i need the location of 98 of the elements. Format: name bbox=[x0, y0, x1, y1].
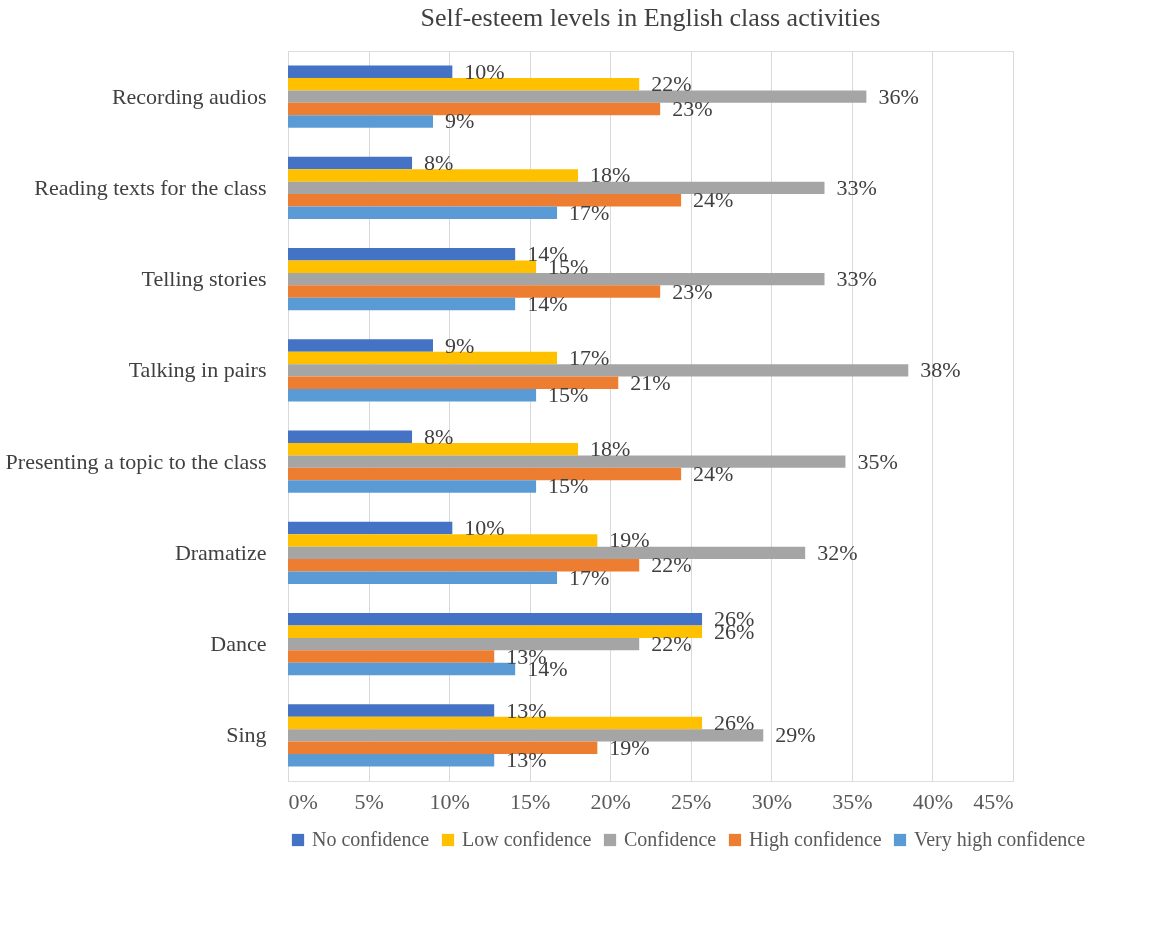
bar bbox=[288, 339, 433, 352]
data-label: 21% bbox=[630, 369, 671, 395]
x-tick-label: 0% bbox=[288, 788, 318, 814]
bar bbox=[288, 625, 703, 638]
bar bbox=[288, 194, 682, 207]
data-label: 24% bbox=[693, 187, 734, 213]
x-tick-label: 30% bbox=[751, 788, 792, 814]
data-label: 32% bbox=[817, 539, 858, 565]
bar bbox=[288, 206, 558, 219]
y-tick-label: Sing bbox=[226, 722, 267, 748]
y-tick-label: Recording audios bbox=[111, 83, 267, 109]
data-label: 23% bbox=[672, 96, 713, 122]
bar bbox=[288, 364, 909, 377]
bar bbox=[288, 78, 640, 91]
bar bbox=[288, 716, 703, 730]
data-label: 9% bbox=[445, 332, 475, 358]
bar bbox=[288, 662, 516, 676]
data-label: 26% bbox=[714, 709, 755, 735]
x-tick-label: 35% bbox=[832, 788, 873, 814]
x-tick-label: 15% bbox=[510, 788, 551, 814]
bar bbox=[288, 388, 537, 402]
data-label: 15% bbox=[548, 473, 589, 499]
legend-label: Low confidence bbox=[462, 828, 592, 850]
bar bbox=[288, 546, 806, 560]
bar bbox=[288, 351, 558, 365]
data-label: 33% bbox=[836, 266, 877, 292]
bar bbox=[288, 115, 433, 128]
bar bbox=[288, 65, 453, 79]
legend-label: High confidence bbox=[749, 828, 882, 851]
bar bbox=[288, 534, 598, 547]
data-label: 18% bbox=[590, 162, 631, 188]
data-label: 24% bbox=[693, 461, 734, 487]
bar bbox=[288, 169, 578, 182]
legend-label: Very high confidence bbox=[914, 828, 1086, 851]
data-label: 10% bbox=[464, 58, 505, 84]
bar bbox=[288, 260, 537, 273]
bar bbox=[288, 430, 413, 444]
bar bbox=[288, 613, 703, 626]
bar bbox=[288, 90, 867, 103]
y-tick-label: Dance bbox=[210, 631, 267, 657]
data-label: 9% bbox=[445, 108, 475, 134]
legend-label: No confidence bbox=[312, 828, 430, 850]
bar bbox=[288, 571, 558, 584]
data-label: 15% bbox=[548, 382, 589, 408]
data-label: 19% bbox=[609, 527, 650, 553]
bar bbox=[288, 650, 495, 663]
y-tick-label: Presenting a topic to the class bbox=[5, 448, 267, 474]
data-label: 23% bbox=[672, 278, 713, 304]
bar bbox=[288, 272, 825, 286]
y-tick-label: Talking in pairs bbox=[128, 357, 267, 383]
bar bbox=[288, 480, 537, 493]
data-label: 36% bbox=[878, 83, 919, 109]
bar bbox=[288, 741, 598, 754]
x-tick-label: 10% bbox=[429, 788, 470, 814]
data-label: 35% bbox=[857, 448, 898, 474]
bar bbox=[288, 156, 413, 170]
data-label: 33% bbox=[836, 174, 877, 200]
bar bbox=[288, 753, 495, 767]
bar bbox=[288, 248, 516, 261]
x-tick-label: 40% bbox=[912, 788, 954, 814]
data-label: 18% bbox=[590, 436, 631, 462]
y-tick-label: Dramatize bbox=[174, 539, 267, 565]
x-tick-label: 5% bbox=[354, 788, 384, 814]
data-label: 17% bbox=[569, 344, 610, 370]
bar bbox=[288, 467, 682, 481]
data-label: 17% bbox=[569, 199, 610, 225]
data-label: 22% bbox=[651, 552, 692, 578]
y-tick-label: Telling stories bbox=[141, 266, 267, 292]
data-label: 19% bbox=[609, 734, 650, 760]
bar bbox=[288, 285, 661, 298]
chart-title: Self-esteem levels in English class activities bbox=[420, 3, 881, 32]
bar bbox=[288, 443, 578, 456]
bar bbox=[288, 637, 640, 651]
bar bbox=[288, 181, 825, 195]
data-label: 8% bbox=[424, 423, 454, 449]
data-label: 17% bbox=[569, 564, 610, 590]
bar bbox=[288, 455, 846, 468]
data-label: 29% bbox=[775, 722, 816, 748]
data-label: 14% bbox=[527, 290, 568, 316]
legend-label: Confidence bbox=[624, 828, 717, 850]
bar bbox=[288, 102, 661, 116]
bar bbox=[288, 376, 619, 389]
bar bbox=[288, 704, 495, 717]
bar bbox=[288, 729, 764, 742]
data-label: 38% bbox=[920, 357, 961, 383]
y-tick-label: Reading texts for the class bbox=[34, 174, 267, 200]
bar bbox=[288, 297, 516, 311]
x-tick-label: 20% bbox=[590, 788, 631, 814]
bar bbox=[288, 559, 640, 572]
data-label: 10% bbox=[464, 515, 505, 541]
data-label: 8% bbox=[424, 150, 454, 176]
bar bbox=[288, 521, 453, 535]
x-tick-label: 45% bbox=[973, 788, 1014, 814]
data-label: 22% bbox=[651, 71, 692, 97]
x-tick-label: 25% bbox=[671, 788, 712, 814]
data-label: 22% bbox=[651, 631, 692, 657]
data-label: 13% bbox=[506, 747, 547, 773]
data-label: 13% bbox=[506, 697, 547, 723]
